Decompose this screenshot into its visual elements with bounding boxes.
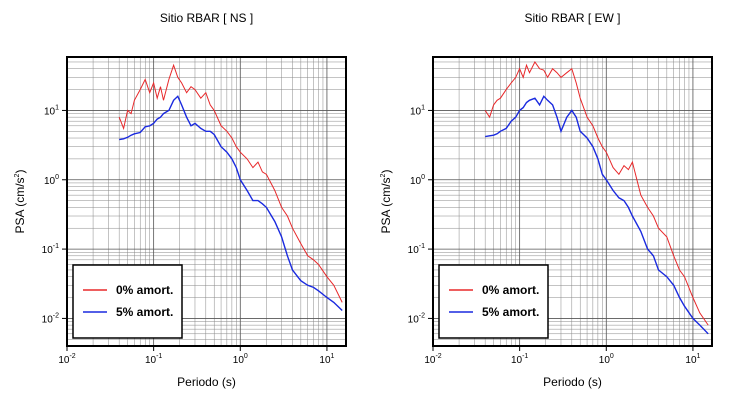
plot-frame <box>432 56 713 347</box>
legend-label: 5% amort. <box>116 305 173 319</box>
y-tick-label: 100 <box>410 174 425 187</box>
x-tick-label: 10-2 <box>424 353 441 366</box>
y-tick-label: 10-1 <box>408 243 425 256</box>
chart-title: Sitio RBAR [ EW ] <box>524 11 620 25</box>
data-line <box>484 61 709 326</box>
y-tick-label: 10-1 <box>42 243 59 256</box>
x-axis-label: Periodo (s) <box>177 375 236 389</box>
data-line <box>119 95 343 312</box>
data-line <box>118 63 343 303</box>
y-tick-label: 101 <box>44 104 59 117</box>
y-axis-label: PSA (cm/s2) <box>13 170 27 234</box>
legend-label: 0% amort. <box>116 283 173 297</box>
y-tick-label: 10-2 <box>42 312 59 325</box>
y-tick-label: 10-2 <box>408 312 425 325</box>
x-axis-label: Periodo (s) <box>543 375 602 389</box>
x-tick-label: 100 <box>599 353 614 366</box>
x-tick-label: 10-1 <box>145 353 162 366</box>
legend-label: 0% amort. <box>482 283 539 297</box>
x-tick-label: 101 <box>685 353 700 366</box>
y-tick-label: 100 <box>44 174 59 187</box>
x-tick-label: 100 <box>233 353 248 366</box>
data-line <box>485 95 709 335</box>
y-tick-label: 101 <box>410 104 425 117</box>
x-tick-label: 10-1 <box>511 353 528 366</box>
x-tick-label: 10-2 <box>58 353 75 366</box>
x-tick-label: 101 <box>319 353 334 366</box>
legend-label: 5% amort. <box>482 305 539 319</box>
y-axis-label: PSA (cm/s2) <box>379 170 393 234</box>
legend-box <box>72 264 183 339</box>
chart-title: Sitio RBAR [ NS ] <box>160 11 253 25</box>
plot-frame <box>66 56 347 347</box>
legend-box <box>438 264 549 339</box>
